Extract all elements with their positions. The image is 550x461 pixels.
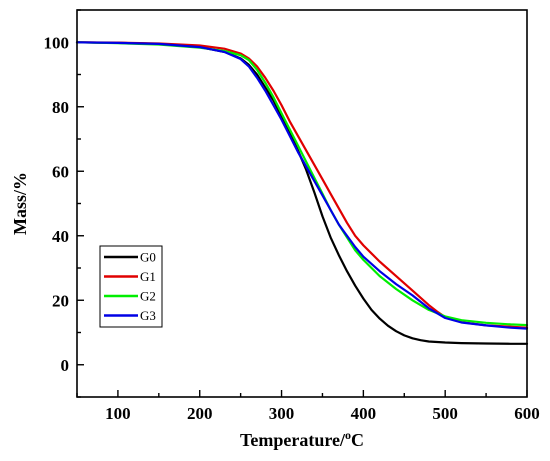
x-axis-title-unit: C [351,430,364,450]
legend: G0 G1 G2 G3 [99,245,163,328]
x-tick-label: 400 [351,404,377,423]
x-tick-label: 500 [432,404,458,423]
y-tick-label: 80 [52,98,69,117]
legend-label-g0: G0 [140,250,156,265]
x-tick-label: 300 [269,404,295,423]
ticks-layer: 100 200 300 400 500 600 0 20 40 60 80 100 [44,9,540,423]
plot-frame [76,9,528,398]
legend-label-g3: G3 [140,308,156,323]
legend-box [99,245,163,328]
legend-label-g1: G1 [140,269,156,284]
y-tick-label: 100 [44,33,70,52]
x-axis-title-main: Temperature/ [240,430,346,450]
legend-items: G0 G1 G2 G3 [104,250,156,323]
series-line-g3 [75,41,529,330]
y-tick-label: 40 [52,227,69,246]
legend-label-g2: G2 [140,289,156,304]
x-tick-label: 600 [514,404,540,423]
series-line-g1 [75,41,529,329]
x-tick-label: 200 [187,404,213,423]
x-tick-label: 100 [105,404,131,423]
y-tick-label: 0 [61,356,70,375]
y-tick-label: 60 [52,162,69,181]
x-axis-title-sup: o [345,428,351,442]
y-axis-title: Mass/% [10,172,30,235]
series-layer [75,41,529,345]
y-tick-label: 20 [52,291,69,310]
x-axis-title: Temperature/oC [240,428,364,450]
